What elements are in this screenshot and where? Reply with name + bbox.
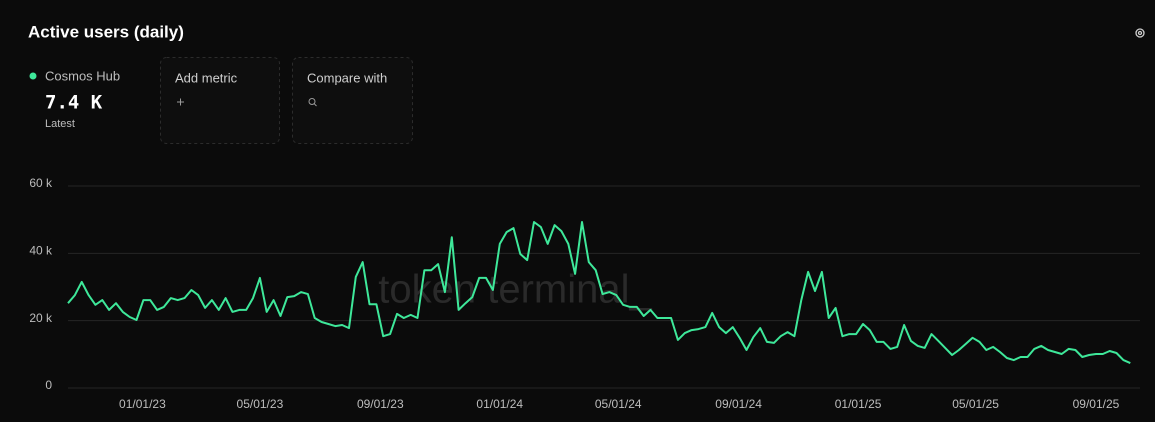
search-icon	[308, 98, 317, 107]
x-tick-label: 09/01/23	[357, 397, 404, 411]
summary-value: 7.4 K	[45, 92, 103, 114]
button-label: Add metric	[175, 70, 238, 85]
legend-dot	[29, 72, 37, 80]
compare-button[interactable]: Compare with	[292, 57, 413, 144]
x-tick-label: 05/01/25	[952, 397, 999, 411]
x-tick-label: 01/01/25	[835, 397, 882, 411]
y-tick-label: 60 k	[29, 176, 53, 190]
y-tick-label: 20 k	[29, 311, 53, 325]
x-tick-label: 05/01/24	[595, 397, 642, 411]
y-tick-label: 40 k	[29, 244, 53, 258]
x-tick-label: 05/01/23	[237, 397, 284, 411]
x-tick-label: 01/01/24	[476, 397, 523, 411]
summary-label: Latest	[45, 118, 75, 130]
settings-icon[interactable]	[1135, 28, 1145, 38]
line-series	[67, 221, 1131, 365]
button-label: Compare with	[307, 70, 387, 85]
plus-icon	[177, 98, 184, 106]
legend-label: Cosmos Hub	[45, 68, 120, 83]
y-tick-label: 0	[45, 378, 52, 392]
chart-title: Active users (daily)	[28, 22, 184, 41]
x-tick-label: 09/01/25	[1073, 397, 1120, 411]
x-tick-label: 01/01/23	[119, 397, 166, 411]
add-metric-button[interactable]: Add metric	[160, 57, 280, 144]
x-tick-label: 09/01/24	[715, 397, 762, 411]
